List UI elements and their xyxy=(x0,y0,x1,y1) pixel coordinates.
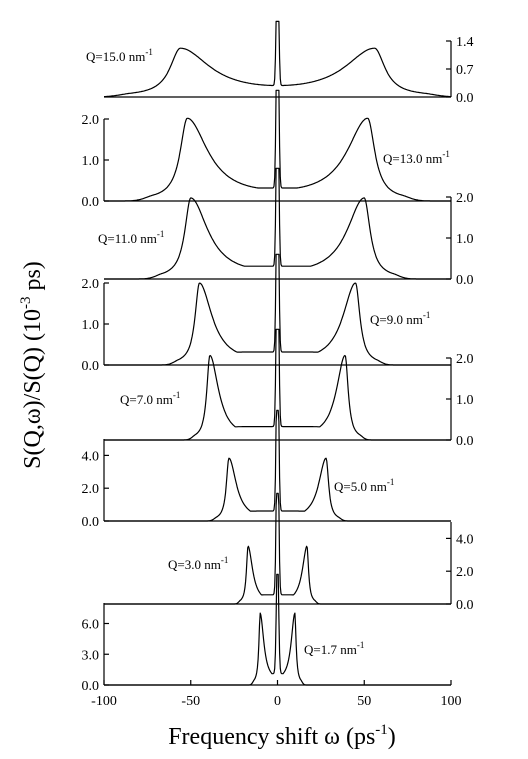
spectrum-curve xyxy=(104,328,451,441)
panel-6: 0.0 2.0 4.0 Q=5.0 nm-1 xyxy=(82,409,451,530)
x-tick-label: 100 xyxy=(441,694,462,709)
y-tick-label: 2.0 xyxy=(456,352,474,367)
y-tick-label: 0.0 xyxy=(82,195,100,210)
panel-3: 0.0 1.0 2.0 Q=11.0 nm-1 xyxy=(98,167,474,288)
y-axis-title: S(Q,ω)/S(Q) (10-3 ps) xyxy=(18,261,46,469)
q-label: Q=9.0 nm-1 xyxy=(370,310,430,327)
y-tick-label: 0.0 xyxy=(82,515,100,530)
x-axis-title: Frequency shift ω (ps-1) xyxy=(168,722,396,750)
panel-2: 0.0 1.0 2.0 Q=13.0 nm-1 xyxy=(82,89,451,210)
q-label: Q=5.0 nm-1 xyxy=(334,477,394,494)
spectrum-curve xyxy=(104,20,451,98)
y-tick-label: 1.0 xyxy=(456,393,474,408)
panel-5: 0.0 1.0 2.0 Q=7.0 nm-1 xyxy=(104,328,474,449)
spectrum-curve xyxy=(104,89,451,202)
chart-panels: 0.0 0.7 1.4 Q=15.0 nm-1 0.0 1.0 2.0 Q=13.0 nm-1… xyxy=(82,20,474,709)
y-tick-label: 1.0 xyxy=(456,232,474,247)
y-tick-label: 0.0 xyxy=(82,359,100,374)
y-tick-label: 1.0 xyxy=(82,318,100,333)
y-tick-label: 0.0 xyxy=(456,434,474,449)
y-tick-label: 4.0 xyxy=(82,449,100,464)
q-label: Q=3.0 nm-1 xyxy=(168,555,228,572)
q-label: Q=1.7 nm-1 xyxy=(304,640,364,657)
panel-8: 0.0 3.0 6.0 Q=1.7 nm-1 xyxy=(82,573,451,694)
y-tick-label: 2.0 xyxy=(82,277,100,292)
y-tick-label: 6.0 xyxy=(82,618,100,633)
y-tick-label: 2.0 xyxy=(82,482,100,497)
x-tick-label: -100 xyxy=(91,694,117,709)
y-tick-label: 0.7 xyxy=(456,63,474,78)
x-tick-label: 0 xyxy=(274,694,281,709)
spectrum-curve xyxy=(104,492,451,605)
y-tick-label: 1.0 xyxy=(82,154,100,169)
x-tick-label: 50 xyxy=(357,694,371,709)
spectrum-curve xyxy=(104,573,451,686)
q-label: Q=15.0 nm-1 xyxy=(86,47,153,64)
x-tick-label: -50 xyxy=(181,694,200,709)
y-tick-label: 1.4 xyxy=(456,35,474,50)
y-tick-label: 2.0 xyxy=(456,191,474,206)
q-label: Q=13.0 nm-1 xyxy=(383,149,450,166)
q-label: Q=11.0 nm-1 xyxy=(98,229,164,246)
q-label: Q=7.0 nm-1 xyxy=(120,390,180,407)
y-tick-label: 0.0 xyxy=(82,679,100,694)
y-tick-label: 2.0 xyxy=(82,113,100,128)
y-tick-label: 0.0 xyxy=(456,598,474,613)
y-tick-label: 0.0 xyxy=(456,91,474,106)
spectrum-curve xyxy=(104,253,451,366)
panel-4: 0.0 1.0 2.0 Q=9.0 nm-1 xyxy=(82,253,451,374)
spectrum-curve xyxy=(104,167,451,280)
y-tick-label: 4.0 xyxy=(456,532,474,547)
spectrum-curve xyxy=(104,409,451,522)
y-tick-label: 2.0 xyxy=(456,565,474,580)
panel-7: 0.0 2.0 4.0 Q=3.0 nm-1 xyxy=(104,492,474,613)
panel-1: 0.0 0.7 1.4 Q=15.0 nm-1 xyxy=(86,20,474,106)
y-tick-label: 0.0 xyxy=(456,273,474,288)
y-tick-label: 3.0 xyxy=(82,648,100,663)
